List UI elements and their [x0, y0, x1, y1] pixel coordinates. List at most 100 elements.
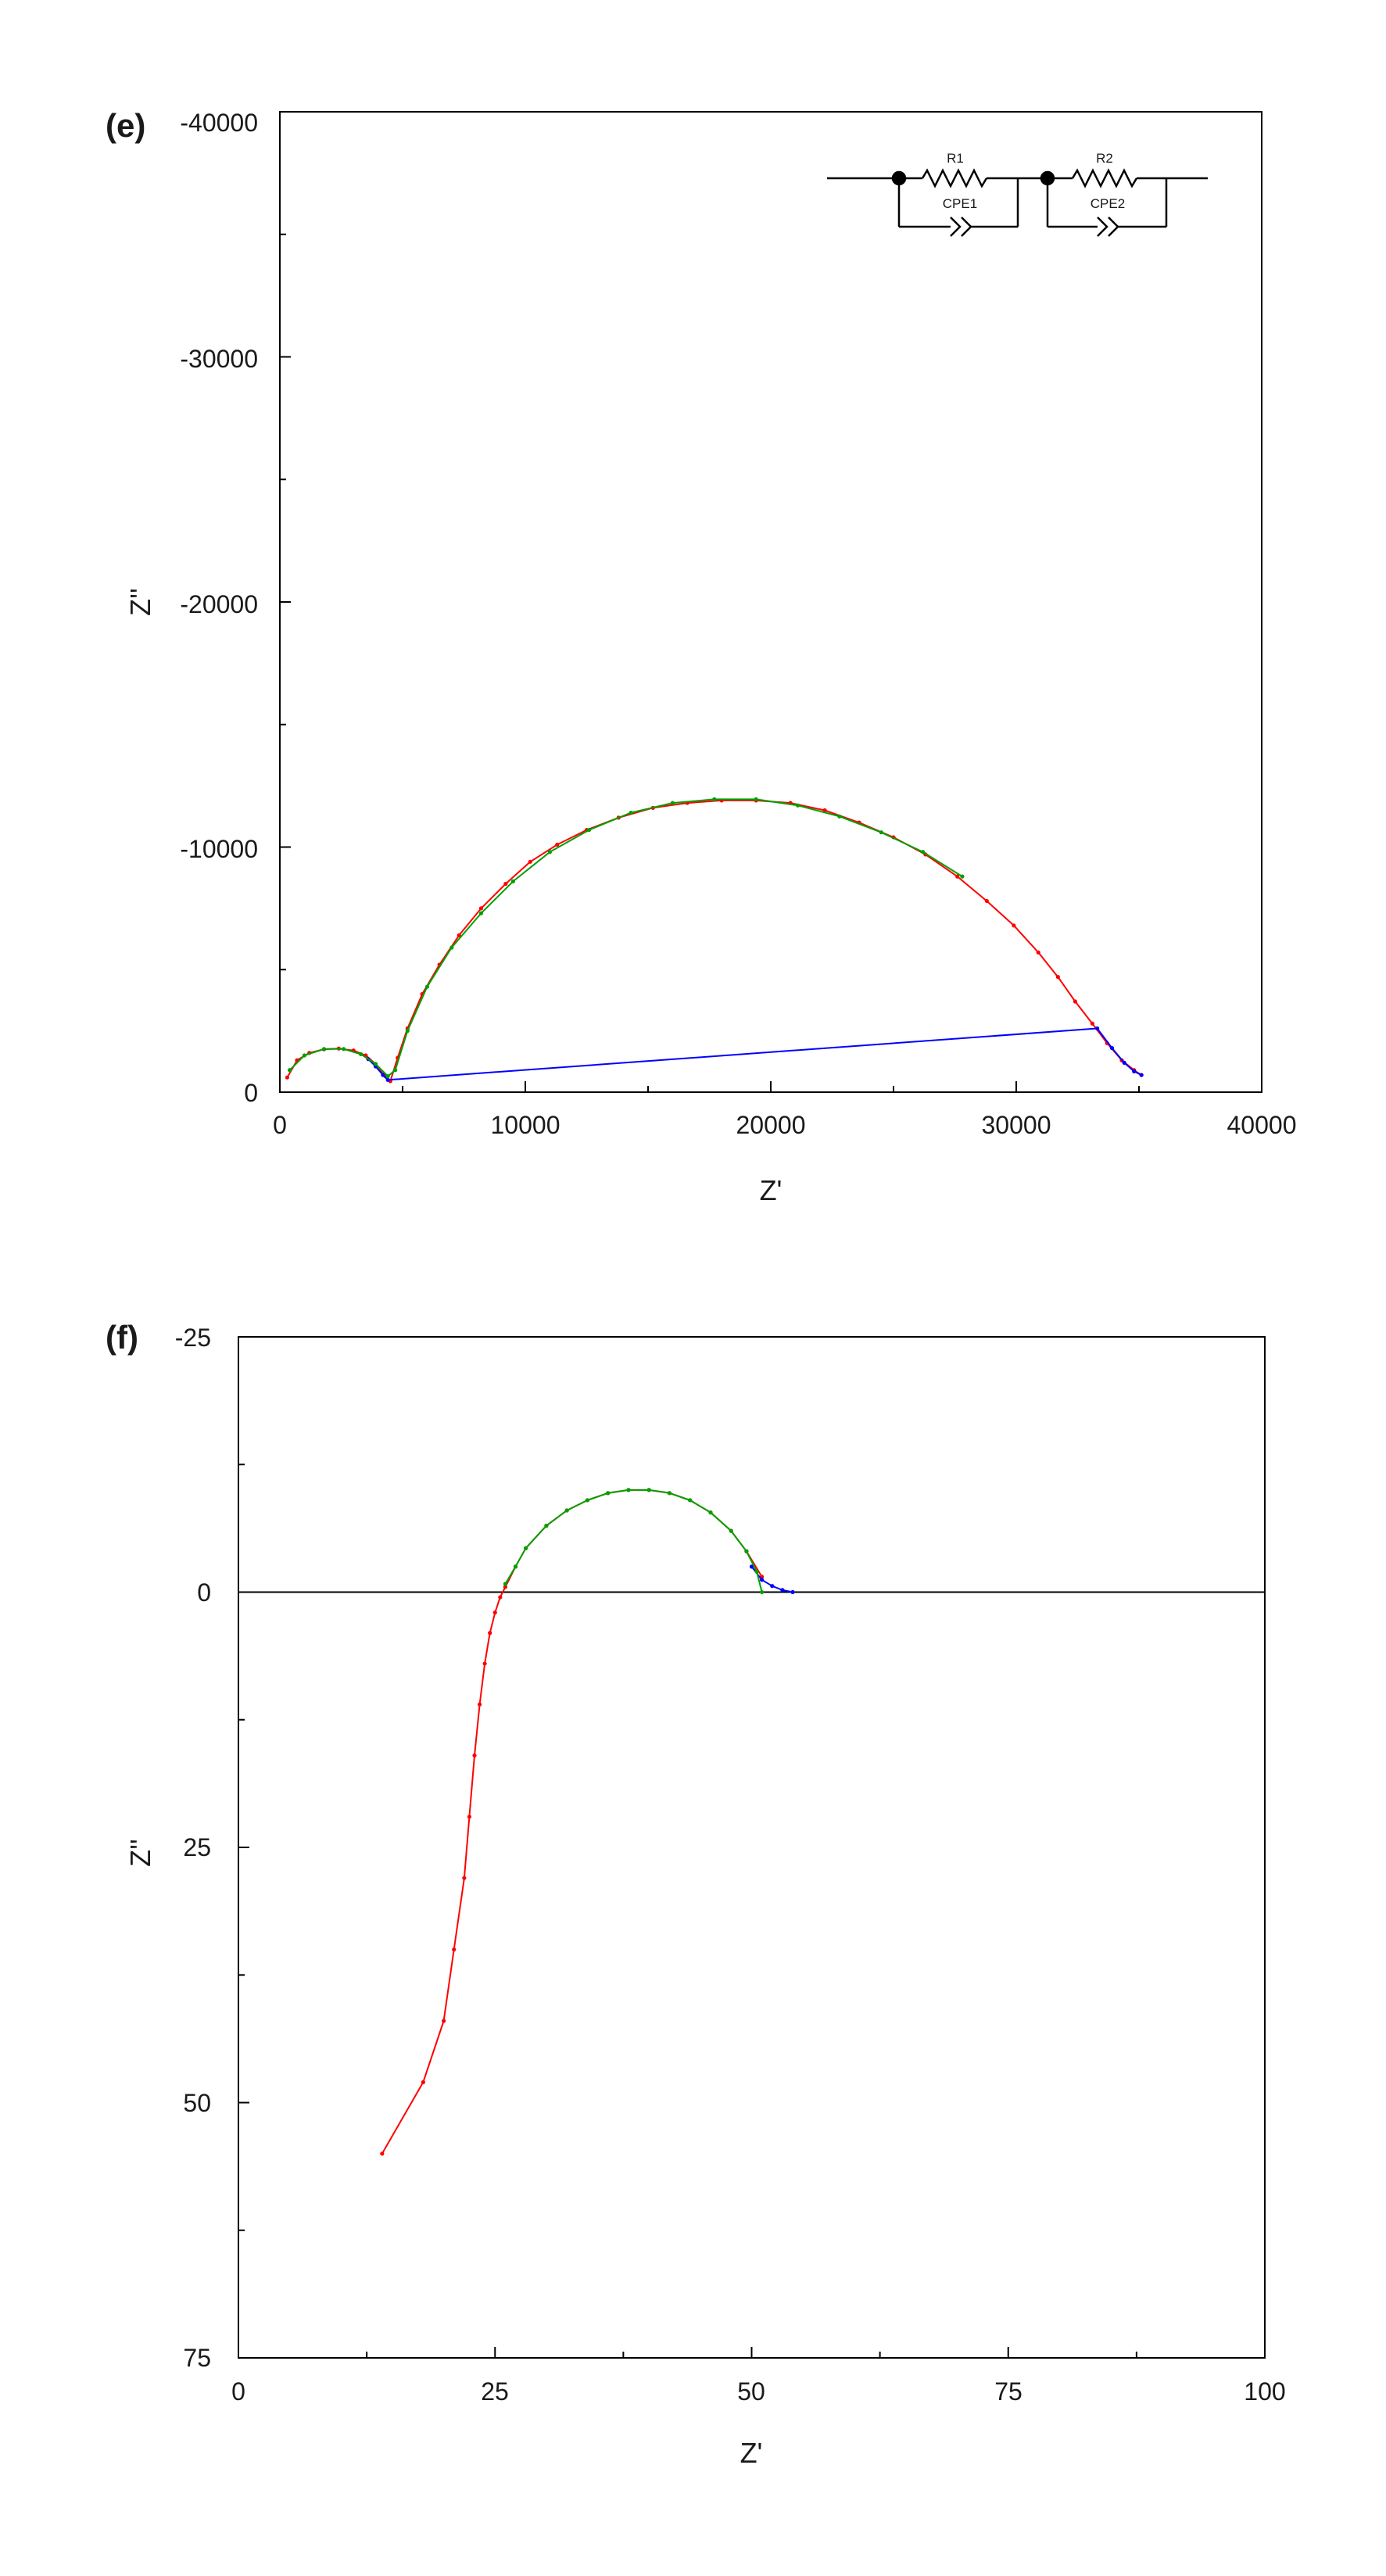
circuit-label-r1: R1: [947, 151, 964, 166]
panel-f-data-point: [770, 1584, 775, 1589]
panel-f-data-point: [754, 1569, 759, 1574]
panel-e-data-point: [822, 808, 827, 813]
panel-f-data-point: [462, 1876, 467, 1880]
panel-e-data-point: [392, 1068, 398, 1073]
panel-e-x-tick-label: 0: [273, 1111, 287, 1139]
panel-e-data-point: [1139, 1073, 1144, 1077]
panel-f-data-point: [780, 1588, 785, 1593]
panel-f-data-point: [452, 1947, 457, 1952]
panel-f-series: [380, 1488, 795, 2156]
panel-f-data-point: [477, 1702, 482, 1707]
panel-f-data-point: [729, 1528, 733, 1533]
panel-e-data-point: [405, 1029, 410, 1034]
panel-e-y-tick-label: -40000: [180, 109, 258, 137]
panel-f-data-point: [472, 1753, 477, 1758]
panel-f-data-point: [498, 1595, 503, 1600]
panel-e-data-point: [381, 1073, 385, 1077]
panel-e-data-point: [1036, 950, 1040, 955]
panel-e-plot-frame: [279, 111, 1262, 1093]
panel-e-data-point: [528, 859, 532, 864]
panel-e-data-point: [321, 1047, 327, 1052]
panel-f-data-point: [488, 1631, 492, 1636]
panel-e-y-tick-label: -10000: [180, 835, 258, 863]
panel-e-data-point: [960, 874, 965, 879]
panel-f-data-point: [708, 1510, 713, 1515]
panel-e-data-point: [921, 850, 926, 854]
panel-f-plot-frame: [238, 1336, 1266, 2359]
panel-f-data-point: [492, 1610, 497, 1615]
panel-e-axis-ticks: [279, 111, 1262, 1093]
panel-f-chart: (f) -25 0 25 50 75 0 25 50 75 100 Z' Z'': [106, 1319, 1286, 2469]
panel-f-x-tick-label: 100: [1244, 2377, 1285, 2406]
panel-f-data-point: [790, 1589, 795, 1595]
panel-f-x-axis-label: Z': [740, 2437, 763, 2469]
panel-f-y-tick-label: 50: [183, 2089, 211, 2117]
panel-e-data-point: [359, 1052, 364, 1057]
panel-e-data-point: [587, 827, 592, 833]
circuit-label-cpe1: CPE1: [943, 196, 977, 211]
panel-f-y-tick-label: 75: [183, 2344, 211, 2372]
panel-f-data-point: [585, 1498, 590, 1503]
panel-e-data-point: [503, 881, 508, 887]
panel-f-data-point: [421, 2080, 425, 2084]
panel-f-data-point: [749, 1564, 754, 1569]
panel-f-y-tick-label: 0: [197, 1578, 211, 1607]
cpe1-symbol: [961, 217, 972, 237]
panel-e-data-point: [1055, 975, 1060, 980]
panel-f-label: (f): [106, 1319, 138, 1356]
panel-e-data-point: [302, 1053, 306, 1058]
panel-e-data-point: [1090, 1021, 1094, 1026]
resistor-r2-symbol: [1071, 168, 1138, 188]
panel-e-data-point: [712, 797, 717, 801]
panel-f-y-tick-label: 25: [183, 1833, 211, 1861]
panel-e-data-point: [285, 1075, 290, 1080]
panel-e-data-point: [342, 1047, 346, 1052]
panel-f-y-axis-label: Z'': [124, 1839, 156, 1867]
panel-e-data-point: [373, 1062, 378, 1066]
panel-e-data-point: [424, 984, 430, 989]
panel-e-data-point: [457, 933, 461, 937]
panel-e-x-axis-label: Z': [760, 1174, 783, 1206]
panel-f-data-point: [380, 2151, 385, 2156]
panel-f-y-tick-label: -25: [175, 1324, 211, 1352]
panel-f-data-point: [544, 1524, 549, 1528]
panel-e-x-tick-label: 30000: [982, 1111, 1051, 1139]
panel-e-data-point: [510, 879, 515, 883]
panel-e-y-tick-label: -20000: [180, 590, 258, 618]
panel-e-data-point: [385, 1074, 390, 1079]
panel-e-y-axis-label: Z'': [124, 588, 156, 616]
panel-e-data-point: [287, 1068, 292, 1073]
circuit-label-r2: R2: [1096, 151, 1113, 166]
equivalent-circuit-inset: [827, 168, 1208, 237]
panel-e-x-tick-label: 20000: [736, 1111, 806, 1139]
panel-e-label: (e): [106, 107, 145, 144]
panel-f-series-line: [504, 1489, 763, 1593]
panel-f-data-point: [688, 1498, 693, 1503]
circuit-label-cpe2: CPE2: [1091, 196, 1125, 211]
panel-e-data-point: [955, 874, 960, 879]
panel-e-data-point: [478, 911, 484, 915]
panel-f-data-point: [646, 1488, 651, 1492]
panel-f-data-point: [564, 1508, 569, 1513]
panel-f-data-point: [760, 1589, 765, 1595]
panel-f-data-point: [524, 1546, 528, 1550]
panel-e-data-point: [1132, 1069, 1137, 1073]
panel-f-data-point: [606, 1491, 611, 1496]
panel-f-x-tick-label: 50: [737, 2377, 765, 2406]
cpe1-symbol: [950, 217, 962, 237]
panel-e-y-tick-label: 0: [244, 1079, 258, 1107]
panel-f-series-line: [381, 1489, 763, 2155]
panel-e-data-point: [754, 797, 758, 801]
resistor-r1-symbol: [921, 168, 988, 188]
panel-e-data-point: [478, 906, 484, 911]
panel-e-data-point: [1095, 1026, 1100, 1031]
panel-e-data-point: [1122, 1060, 1126, 1065]
panel-f-data-point: [442, 2019, 446, 2023]
panel-e-x-tick-label: 40000: [1227, 1111, 1297, 1139]
panel-e-series-line: [288, 798, 963, 1077]
panel-e-data-point: [879, 830, 883, 835]
panel-f-data-point: [503, 1582, 507, 1586]
panel-f-data-point: [626, 1488, 631, 1492]
panel-e-series-line: [286, 799, 1142, 1082]
